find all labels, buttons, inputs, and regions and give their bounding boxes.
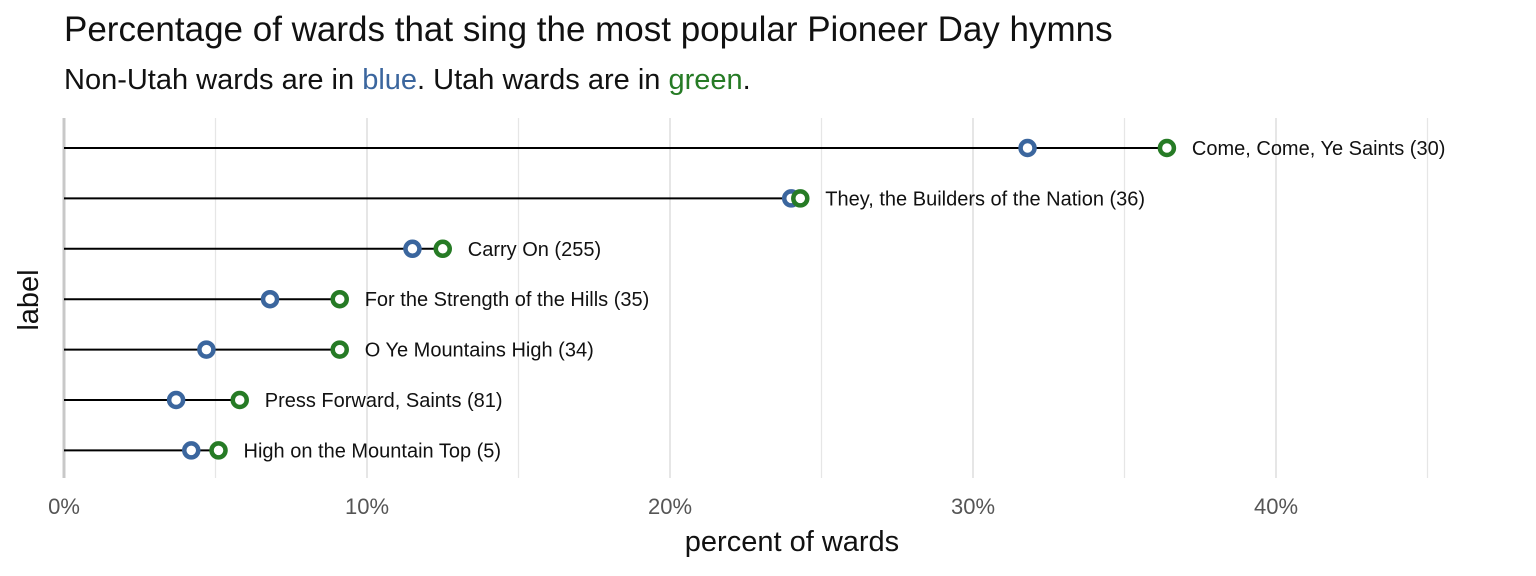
utah-point bbox=[330, 289, 349, 309]
subtitle-part1: Non-Utah wards are in bbox=[64, 64, 363, 96]
hymn-label: Carry On (255) bbox=[468, 239, 601, 261]
chart-subtitle: Non-Utah wards are in blue. Utah wards a… bbox=[64, 64, 751, 97]
utah-point bbox=[330, 340, 349, 359]
y-axis-title: label bbox=[13, 269, 45, 330]
x-tick-label: 30% bbox=[951, 494, 995, 519]
hymn-label: They, the Builders of the Nation (36) bbox=[825, 188, 1145, 210]
non-utah-point bbox=[1018, 138, 1037, 158]
utah-point bbox=[1157, 138, 1177, 158]
subtitle-blue-word: blue bbox=[362, 64, 418, 96]
x-tick-label: 20% bbox=[648, 494, 692, 519]
hymn-label: O Ye Mountains High (34) bbox=[365, 340, 594, 362]
utah-point bbox=[791, 189, 810, 208]
utah-point bbox=[230, 390, 249, 410]
non-utah-point bbox=[403, 239, 422, 259]
non-utah-point bbox=[197, 340, 216, 359]
hymn-label: Press Forward, Saints (81) bbox=[265, 390, 503, 412]
utah-point bbox=[209, 441, 228, 460]
non-utah-point bbox=[182, 441, 201, 460]
chart-title: Percentage of wards that sing the most p… bbox=[64, 10, 1113, 49]
non-utah-point bbox=[166, 390, 186, 410]
x-tick-label: 10% bbox=[345, 494, 389, 519]
grid-layer bbox=[214, 118, 1429, 478]
point-layer bbox=[166, 138, 1177, 460]
x-tick-label: 40% bbox=[1254, 494, 1298, 519]
tick-layer: 0% 10% 20% 30% 40% bbox=[48, 494, 1298, 519]
subtitle-green-word: green bbox=[668, 64, 743, 96]
hymn-label: Come, Come, Ye Saints (30) bbox=[1192, 138, 1445, 160]
x-tick-label: 0% bbox=[48, 494, 80, 519]
hymn-label: For the Strength of the Hills (35) bbox=[365, 289, 650, 311]
hymn-label: High on the Mountain Top (5) bbox=[244, 440, 502, 462]
utah-point bbox=[433, 239, 452, 259]
segment-layer bbox=[64, 147, 1167, 452]
non-utah-point bbox=[260, 289, 280, 309]
label-layer: Come, Come, Ye Saints (30) They, the Buil… bbox=[244, 138, 1446, 462]
subtitle-part3: . bbox=[742, 64, 751, 96]
subtitle-part2: . Utah wards are in bbox=[417, 64, 669, 96]
x-axis-title: percent of wards bbox=[685, 526, 899, 558]
